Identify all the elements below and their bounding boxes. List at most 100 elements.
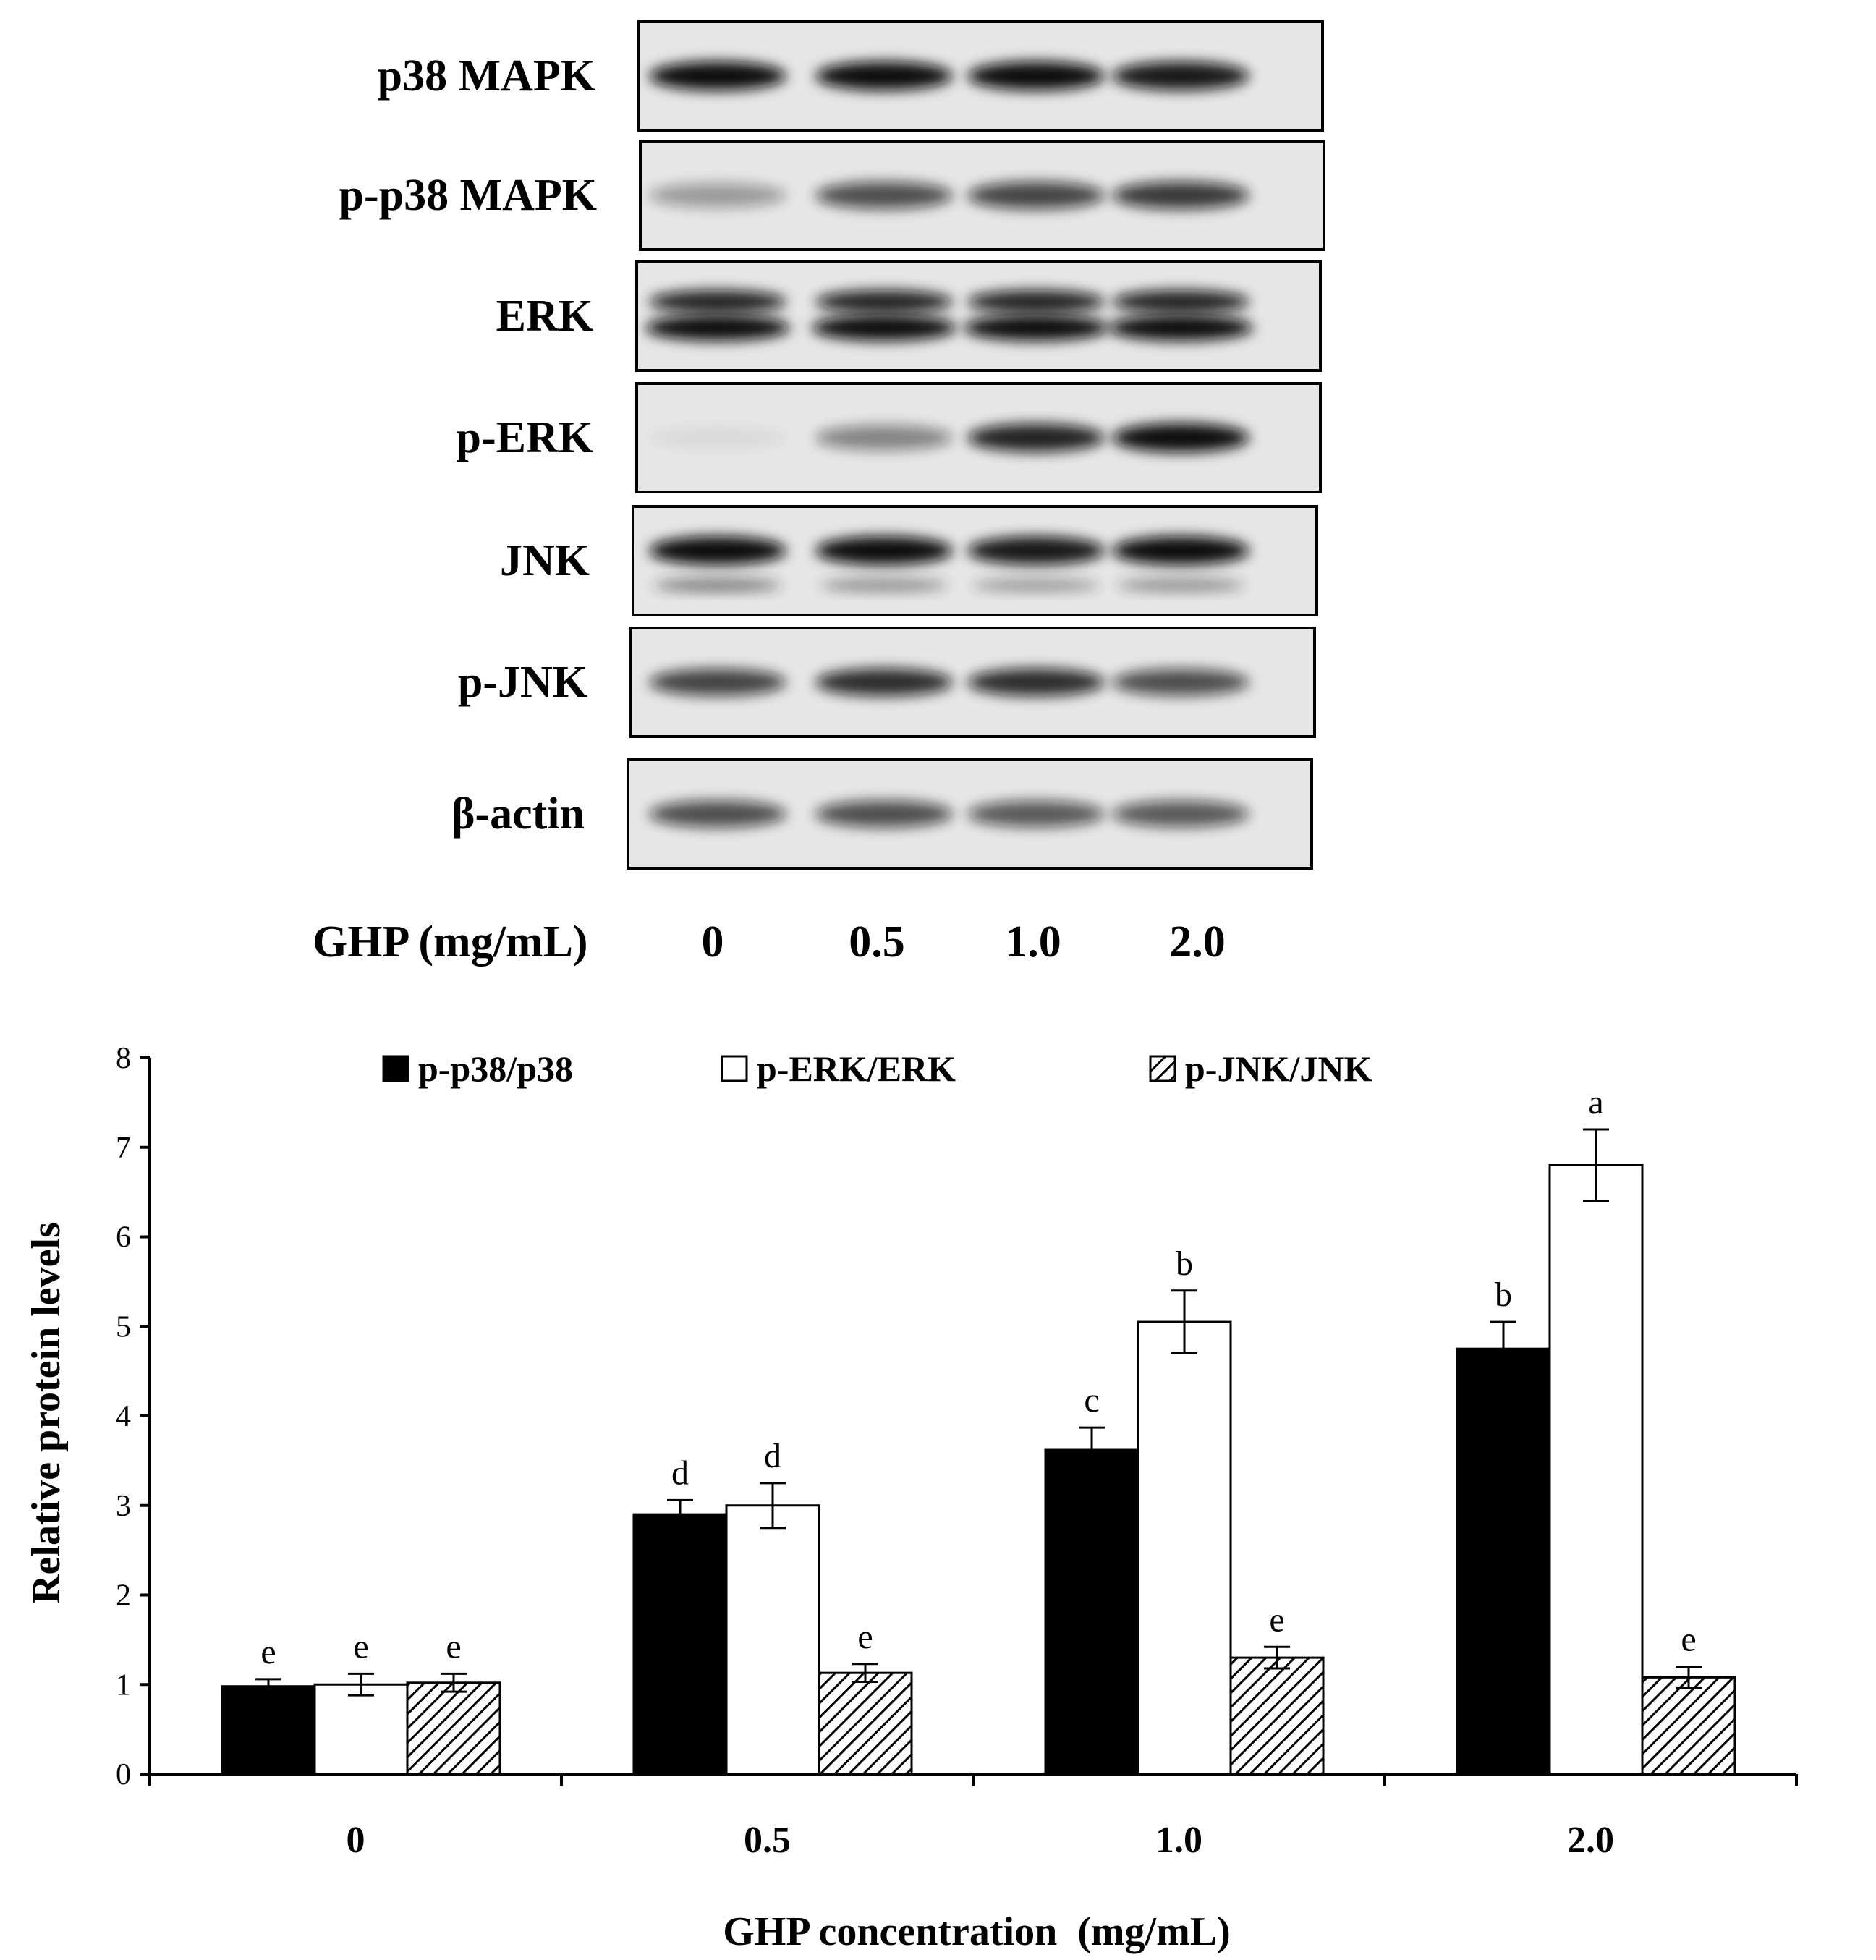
blot-band — [967, 61, 1105, 90]
significance-letter: b — [1176, 1244, 1193, 1283]
blot-row: p-ERK — [457, 382, 1322, 493]
blot-band — [967, 423, 1105, 452]
bars: e d c b e d b a e e e e — [221, 1083, 1736, 1776]
bar — [406, 1681, 501, 1776]
error-bar — [1676, 1666, 1702, 1689]
y-tick-label: 8 — [116, 1042, 131, 1075]
lane-label: 1.0 — [1005, 917, 1061, 967]
y-axis-title: Relative protein levels — [24, 1222, 69, 1604]
y-tick-label: 7 — [116, 1132, 131, 1165]
blot-band — [1112, 61, 1249, 90]
series-open: e d b a — [313, 1083, 1644, 1776]
bar — [632, 1513, 728, 1776]
blot-band — [1112, 536, 1249, 565]
blot-band — [649, 290, 786, 313]
legend-label: p-p38/p38 — [418, 1048, 573, 1089]
blot-band — [1112, 800, 1249, 828]
legend: p-p38/p38 p-ERK/ERK p-JNK/JNK — [382, 1048, 1372, 1089]
legend-swatch — [1149, 1055, 1176, 1082]
bar — [1044, 1448, 1139, 1776]
legend-entry: p-p38/p38 — [382, 1048, 573, 1089]
significance-letter: d — [671, 1454, 689, 1492]
blot-row-label: JNK — [500, 536, 590, 585]
bar — [818, 1671, 913, 1776]
blot-row-label: p38 MAPK — [378, 51, 595, 101]
blot-band — [815, 536, 953, 565]
legend-label: p-ERK/ERK — [757, 1048, 956, 1089]
blot-band — [649, 669, 786, 696]
x-category-label: 2.0 — [1567, 1820, 1614, 1861]
significance-letter: e — [1681, 1621, 1696, 1659]
blot-band — [815, 668, 953, 697]
bar-chart: 0 1 2 3 4 5 6 7 8 e d c b e d b a e e e e 0 0.5 1.0 2.0 p-p38/… — [24, 1042, 1798, 1954]
bar — [221, 1685, 316, 1776]
blot-band — [967, 800, 1105, 828]
error-bar — [1583, 1128, 1609, 1202]
bar — [1229, 1656, 1325, 1776]
series-hatched: e e ee — [406, 1600, 1736, 1776]
error-bar — [1171, 1289, 1197, 1354]
blot-band — [649, 183, 786, 208]
blot-band — [1112, 669, 1249, 696]
blot-band — [815, 800, 953, 828]
blot-row: p38 MAPK — [378, 20, 1324, 132]
blot-band — [645, 315, 790, 341]
blot-band — [967, 290, 1105, 313]
significance-letter: e — [353, 1627, 368, 1666]
blot-band — [964, 315, 1108, 341]
error-bar — [760, 1482, 786, 1530]
error-bar — [255, 1678, 281, 1695]
y-tick-label: 3 — [116, 1490, 131, 1523]
bar — [725, 1504, 820, 1776]
significance-letter: e — [857, 1618, 873, 1656]
bar — [313, 1683, 409, 1776]
blot-band — [1112, 423, 1249, 452]
y-tick-label: 0 — [116, 1758, 131, 1791]
series-solid: e d c b — [221, 1276, 1551, 1776]
x-category-label: 1.0 — [1155, 1820, 1202, 1861]
significance-letter: c — [1084, 1381, 1099, 1420]
y-tick-label: 5 — [116, 1310, 131, 1344]
blot-band-lower — [654, 579, 781, 592]
blot-band — [1112, 290, 1249, 313]
error-bar — [1079, 1426, 1105, 1474]
lane-label: 0 — [702, 917, 724, 967]
blot-band — [1108, 315, 1253, 341]
x-category-label: 0.5 — [744, 1820, 791, 1861]
significance-letter: e — [446, 1627, 461, 1666]
error-bar — [852, 1663, 878, 1684]
significance-letter: d — [764, 1437, 781, 1475]
blot-band — [812, 315, 956, 341]
blot-row-label: p-JNK — [458, 658, 587, 707]
x-axis: 0 0.5 1.0 2.0 — [148, 1773, 1798, 1861]
blot-row-label: ERK — [496, 292, 593, 341]
blot-row: ERK — [496, 260, 1322, 372]
error-bar — [348, 1672, 374, 1697]
error-bar — [667, 1498, 693, 1530]
bar — [1137, 1320, 1232, 1776]
blot-band-lower — [820, 579, 948, 592]
lane-label: 2.0 — [1169, 917, 1226, 967]
x-category-label: 0 — [347, 1820, 365, 1861]
legend-entry: p-JNK/JNK — [1149, 1048, 1372, 1089]
blot-band — [967, 668, 1105, 697]
significance-letter: e — [260, 1633, 276, 1671]
legend-swatch — [382, 1055, 409, 1082]
blot-row-label: p-ERK — [457, 413, 593, 462]
y-tick-label: 2 — [116, 1579, 131, 1613]
significance-letter: a — [1588, 1083, 1603, 1121]
blot-band — [815, 290, 953, 313]
blot-band — [649, 426, 786, 449]
blot-band — [815, 61, 953, 90]
western-blot-panel: p38 MAPK p-p38 MAPK ERK p-ERK JNK p-JNK β-acti… — [339, 20, 1325, 870]
legend-entry: p-ERK/ERK — [721, 1048, 956, 1089]
bar — [1548, 1164, 1644, 1776]
blot-band-lower — [1117, 579, 1244, 592]
blot-band-lower — [972, 579, 1100, 592]
y-tick-label: 1 — [116, 1668, 131, 1702]
blot-row-label: β-actin — [451, 789, 585, 839]
blot-band — [815, 182, 953, 209]
legend-swatch — [721, 1055, 748, 1082]
bar — [1641, 1676, 1736, 1776]
